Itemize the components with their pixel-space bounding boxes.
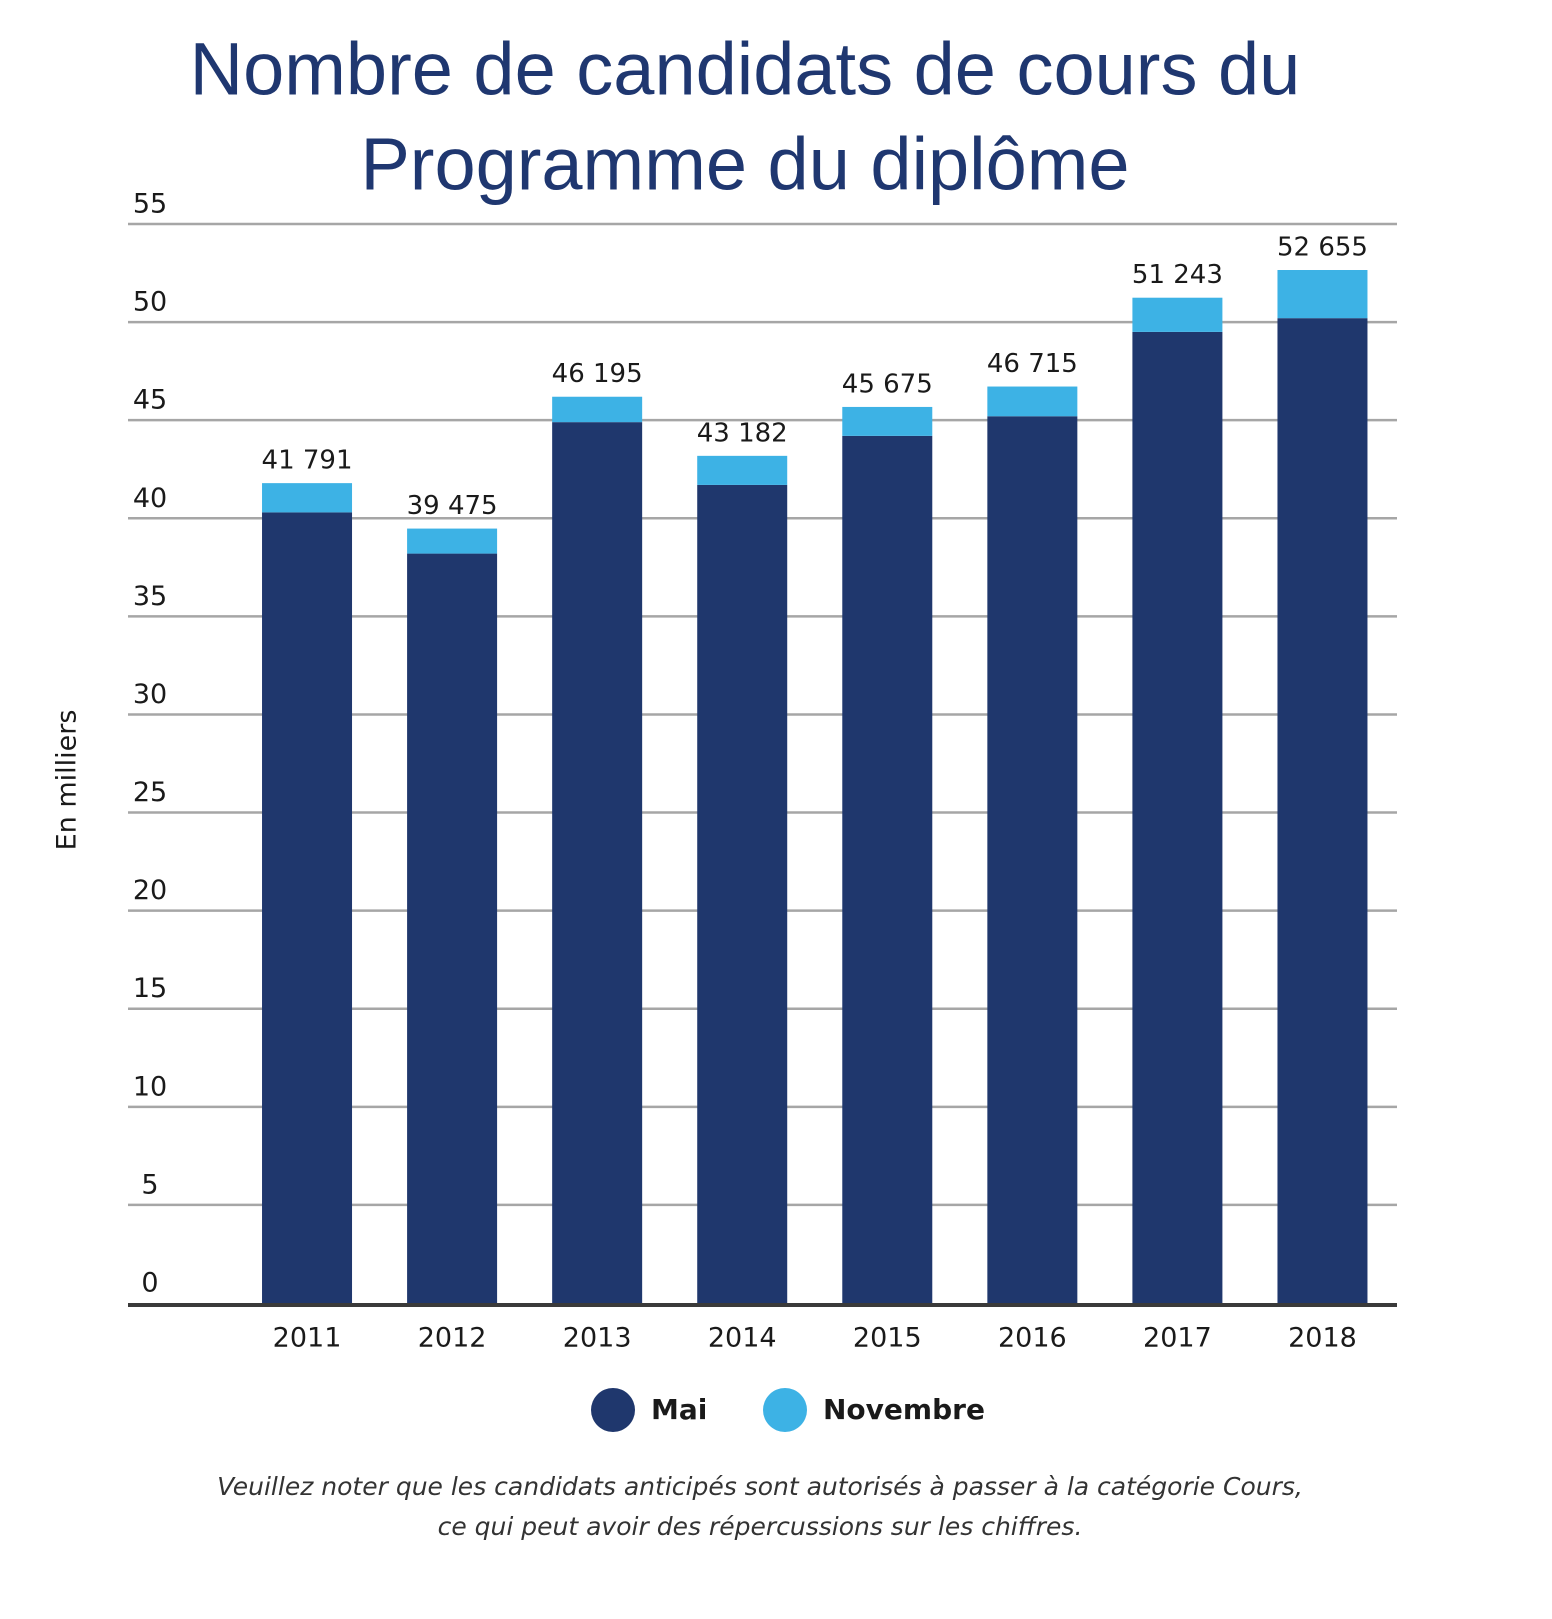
total-label: 51 243: [1132, 260, 1223, 290]
y-tick-label: 15: [133, 973, 167, 1004]
y-tick-label: 55: [133, 189, 167, 220]
total-label: 39 475: [407, 491, 498, 521]
x-tick-label: 2018: [1288, 1323, 1357, 1354]
y-axis-label: En milliers: [52, 710, 83, 851]
legend-swatch: [763, 1388, 807, 1432]
x-tick-label: 2012: [418, 1323, 487, 1354]
bar-segment: [407, 528, 498, 554]
note: Veuillez noter que les candidats anticip…: [217, 1472, 1303, 1501]
bar-segment: [1277, 318, 1368, 1304]
y-tick-label: 45: [133, 385, 167, 416]
y-tick-label: 30: [133, 679, 167, 710]
bar-segment: [1132, 297, 1223, 332]
chart-title: Nombre de candidats de cours du: [190, 28, 1301, 111]
y-tick-label: 10: [133, 1071, 167, 1102]
bar-segment: [987, 386, 1078, 417]
legend-label: Mai: [651, 1393, 707, 1426]
bar-segment: [842, 435, 933, 1304]
total-label: 43 182: [697, 418, 788, 448]
total-label: 46 715: [987, 349, 1078, 379]
x-tick-label: 2011: [273, 1323, 342, 1354]
bar-segment: [697, 455, 788, 485]
y-tick-label: 40: [133, 483, 167, 514]
x-tick-label: 2017: [1143, 1323, 1212, 1354]
bar-segment: [262, 512, 353, 1303]
bar-segment: [987, 416, 1078, 1303]
legend-swatch: [591, 1388, 635, 1432]
bar-segment: [552, 396, 643, 423]
y-tick-label: 5: [141, 1169, 158, 1200]
total-label: 46 195: [552, 359, 643, 389]
y-tick-label: 35: [133, 581, 167, 612]
bar-segment: [407, 553, 498, 1303]
total-label: 41 791: [262, 446, 353, 476]
bar-segment: [842, 406, 933, 436]
bar-segment: [1132, 331, 1223, 1303]
x-tick-label: 2013: [563, 1323, 632, 1354]
x-tick-label: 2014: [708, 1323, 777, 1354]
chart-title: Programme du diplôme: [360, 123, 1129, 206]
bar-segment: [697, 484, 788, 1303]
x-tick-label: 2015: [853, 1323, 922, 1354]
y-tick-label: 25: [133, 777, 167, 808]
total-label: 45 675: [842, 369, 933, 399]
y-tick-label: 20: [133, 875, 167, 906]
x-tick-label: 2016: [998, 1323, 1067, 1354]
total-label: 52 655: [1277, 233, 1368, 263]
y-tick-label: 0: [141, 1268, 158, 1299]
bar-segment: [552, 422, 643, 1303]
bar-segment: [262, 483, 353, 513]
note: ce qui peut avoir des répercussions sur …: [438, 1512, 1083, 1541]
y-tick-label: 50: [133, 287, 167, 318]
legend-label: Novembre: [823, 1393, 985, 1426]
bar-segment: [1277, 270, 1368, 319]
